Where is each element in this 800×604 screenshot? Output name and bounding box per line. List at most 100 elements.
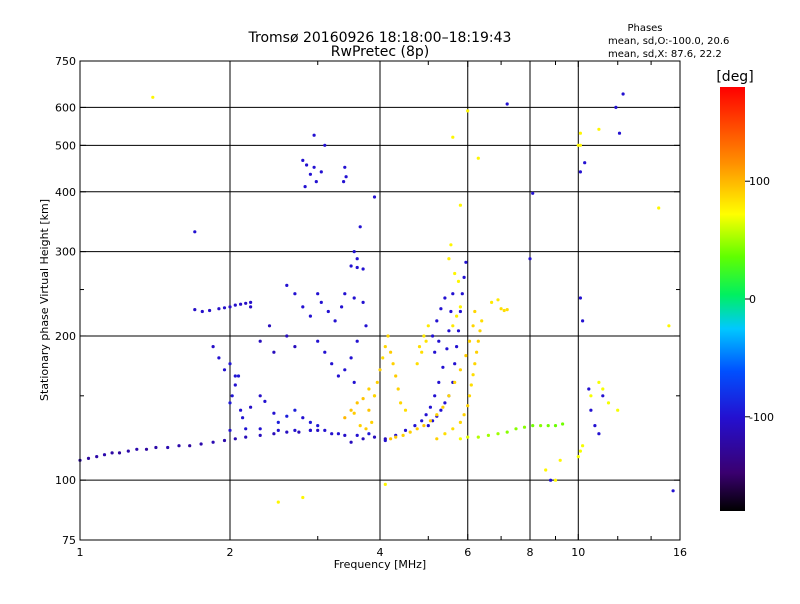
data-point <box>389 350 393 354</box>
data-point <box>200 309 204 314</box>
data-point <box>193 308 197 312</box>
data-point <box>316 339 320 343</box>
colorbar-tick-label: 100 <box>749 175 770 188</box>
data-point <box>188 444 192 448</box>
data-point <box>110 451 114 455</box>
data-point <box>531 191 535 195</box>
data-point <box>355 401 359 405</box>
data-point <box>496 298 500 302</box>
data-point <box>193 230 197 234</box>
data-point <box>316 424 320 428</box>
data-point <box>514 427 518 431</box>
data-point <box>305 163 309 167</box>
colorbar-label: [deg] <box>716 69 753 85</box>
colorbar-ticks: 100 0 -100 <box>745 175 774 424</box>
data-points <box>78 92 675 504</box>
data-point <box>589 394 593 398</box>
x-tick-label: 10 <box>571 546 585 559</box>
data-point <box>383 345 387 349</box>
data-point <box>102 453 107 457</box>
data-point <box>319 300 323 304</box>
data-point <box>249 300 253 304</box>
x-tick-label: 8 <box>527 546 534 559</box>
data-point <box>453 380 457 384</box>
data-point <box>476 435 480 439</box>
data-point <box>383 482 387 486</box>
data-point <box>617 131 622 135</box>
data-point <box>583 161 587 165</box>
data-point <box>367 432 371 436</box>
data-point <box>435 437 439 441</box>
data-point <box>433 394 437 398</box>
data-point <box>466 404 470 408</box>
data-point <box>241 416 245 420</box>
data-point <box>228 428 232 432</box>
data-point <box>597 380 601 384</box>
data-point <box>308 314 312 318</box>
data-point <box>333 319 337 323</box>
data-point <box>301 495 305 500</box>
data-point <box>415 362 419 366</box>
data-point <box>391 362 395 366</box>
data-point <box>239 302 243 306</box>
data-point <box>228 401 232 405</box>
data-point <box>458 309 462 314</box>
data-point <box>343 292 347 296</box>
data-point <box>378 368 382 372</box>
data-point <box>576 455 580 459</box>
data-point <box>293 292 297 296</box>
data-point <box>657 206 661 210</box>
data-point <box>349 356 353 360</box>
data-point <box>249 405 253 409</box>
data-point <box>451 324 455 328</box>
data-point <box>546 424 550 428</box>
y-tick-label: 400 <box>55 186 76 199</box>
data-point <box>476 156 480 160</box>
data-point <box>396 387 400 391</box>
data-point <box>399 401 403 405</box>
data-point <box>344 175 348 179</box>
data-point <box>597 432 601 436</box>
data-point <box>342 180 346 184</box>
data-point <box>464 260 468 264</box>
data-point <box>233 303 237 307</box>
data-point <box>244 301 248 305</box>
data-point <box>272 350 276 354</box>
data-point <box>352 380 356 384</box>
data-point <box>441 405 445 409</box>
data-point <box>316 428 320 432</box>
data-point <box>228 362 232 366</box>
data-point <box>475 350 479 354</box>
data-point <box>340 305 344 309</box>
data-point <box>471 373 475 377</box>
data-point <box>449 243 453 247</box>
x-tick-label: 1 <box>77 546 84 559</box>
data-point <box>389 437 393 441</box>
data-point <box>349 408 353 412</box>
data-point <box>211 345 215 349</box>
data-point <box>403 408 408 412</box>
data-point <box>451 292 455 296</box>
data-point <box>367 408 371 412</box>
data-point <box>285 334 289 338</box>
data-point <box>293 428 297 432</box>
data-point <box>326 309 330 314</box>
data-point <box>435 319 439 323</box>
x-axis-label: Frequency [MHz] <box>334 558 426 571</box>
data-point <box>308 420 312 424</box>
data-point <box>593 424 597 428</box>
data-point <box>439 408 443 412</box>
data-point <box>308 172 312 176</box>
data-point <box>460 292 464 296</box>
data-point <box>449 309 453 314</box>
data-point <box>361 397 365 401</box>
data-point <box>349 264 353 268</box>
data-point <box>258 427 262 431</box>
data-point <box>217 356 221 360</box>
data-point <box>233 374 237 378</box>
data-point <box>394 374 398 378</box>
data-point <box>458 203 462 207</box>
data-point <box>445 347 449 351</box>
data-point <box>272 432 276 436</box>
data-point <box>458 368 462 372</box>
